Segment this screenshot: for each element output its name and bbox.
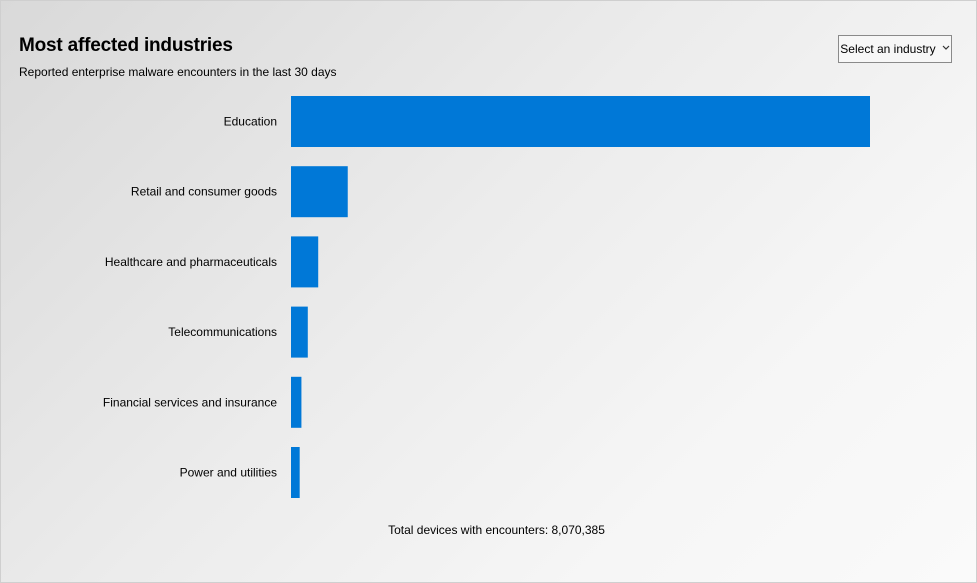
bar-group-0: Education xyxy=(224,96,870,147)
bar[interactable] xyxy=(291,96,870,147)
bar-group-5: Power and utilities xyxy=(180,447,300,498)
category-label: Education xyxy=(224,115,277,129)
bar[interactable] xyxy=(291,447,300,498)
industry-select[interactable]: Select an industry xyxy=(838,35,952,63)
bar-group-3: Telecommunications xyxy=(168,306,308,358)
bar-group-4: Financial services and insurance xyxy=(103,376,302,428)
bar[interactable] xyxy=(291,236,319,288)
chart-subtitle: Reported enterprise malware encounters i… xyxy=(19,65,337,79)
chart-title: Most affected industries xyxy=(19,35,233,56)
chevron-down-icon xyxy=(942,43,950,53)
category-label: Retail and consumer goods xyxy=(131,185,277,199)
bar[interactable] xyxy=(291,376,302,428)
category-label: Telecommunications xyxy=(168,325,277,339)
category-label: Financial services and insurance xyxy=(103,395,277,409)
bar-group-2: Healthcare and pharmaceuticals xyxy=(105,236,319,288)
total-devices-text: Total devices with encounters: 8,070,385 xyxy=(388,523,605,537)
industry-select-label: Select an industry xyxy=(840,42,936,56)
category-label: Power and utilities xyxy=(180,466,277,480)
bar-chart: Education Retail and consumer goods Health… xyxy=(103,96,870,498)
bar-group-1: Retail and consumer goods xyxy=(131,166,348,218)
bar[interactable] xyxy=(291,306,308,358)
bar[interactable] xyxy=(291,166,348,218)
category-label: Healthcare and pharmaceuticals xyxy=(105,255,277,269)
